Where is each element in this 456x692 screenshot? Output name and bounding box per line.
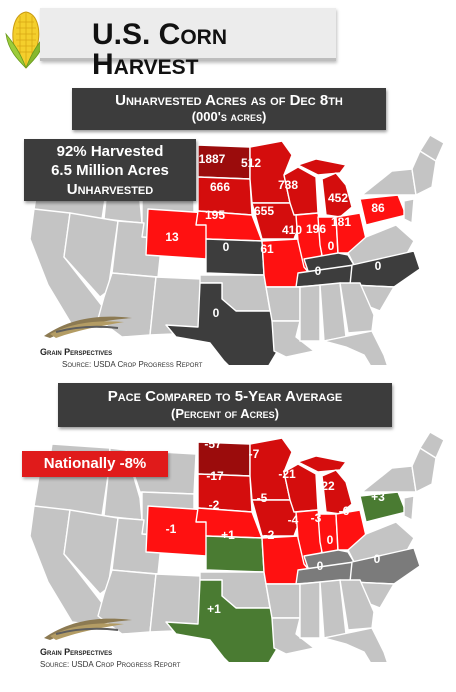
map1-label-mi: 452 xyxy=(328,191,348,205)
map2-state-tx xyxy=(165,579,281,662)
map2-label-ky: 0 xyxy=(327,533,334,547)
map1-label-nc: 0 xyxy=(375,259,382,273)
map2-state-me xyxy=(419,431,445,459)
map2-source: Source: USDA Crop Progress Report xyxy=(40,660,180,669)
map1-state-ne-states xyxy=(411,150,437,196)
map1-state-nj xyxy=(403,198,415,224)
map2-title-box: Pace Compared to 5-Year Average (Percent… xyxy=(58,383,392,427)
map2-label-ia: -5 xyxy=(257,491,268,505)
map1-source-prefix: Source: xyxy=(62,360,94,369)
map1-label-il: 410 xyxy=(282,223,302,237)
map2-label-ne: -2 xyxy=(209,498,220,512)
page-title: U.S. Corn Harvest xyxy=(92,18,228,81)
map2-state-ms xyxy=(299,581,321,639)
map1-state-nv xyxy=(63,212,119,298)
map1-label-wi: 738 xyxy=(278,178,298,192)
map1-state-ga xyxy=(339,282,375,334)
map2-label-in: -3 xyxy=(311,511,322,525)
map2-state-nj xyxy=(403,495,415,521)
map1-title-line2: (000's acres) xyxy=(191,109,267,124)
map2-logo-text: Grain Perspectives xyxy=(40,647,112,657)
map1-state-mi-up xyxy=(297,158,347,176)
map1-label-pa: 86 xyxy=(371,201,385,215)
map1-label-ia: 655 xyxy=(254,204,274,218)
map2-title-line1: Pace Compared to 5-Year Average xyxy=(107,388,343,405)
map1-title-box: Unharvested Acres as of Dec 8th (000's a… xyxy=(72,88,386,130)
map2-label-tx: +1 xyxy=(207,602,221,616)
map1-label-tn: 0 xyxy=(315,264,322,278)
map2-state-ar xyxy=(265,583,301,619)
map2-label-ks: +1 xyxy=(221,528,235,542)
map1-source-text: USDA Crop Progress Report xyxy=(93,360,203,369)
map1-label-ky: 0 xyxy=(328,239,335,253)
map1-state-ms xyxy=(299,284,321,342)
map2-title-line2: (Percent of Acres) xyxy=(171,406,279,421)
map1-label-co: 13 xyxy=(165,230,179,244)
map1-state-mn xyxy=(249,140,293,204)
map1-state-ny xyxy=(361,168,417,196)
map2-state-mi xyxy=(321,469,353,515)
grain-perspectives-logo xyxy=(44,316,132,338)
map2-state-ny xyxy=(361,465,417,493)
map2-label-co: -1 xyxy=(166,522,177,536)
national-pace-badge: Nationally -8% xyxy=(22,451,168,477)
grain-perspectives-logo-2 xyxy=(44,618,132,640)
map2-label-mi: -22 xyxy=(317,479,335,493)
map2-state-nv xyxy=(63,509,119,595)
map1-summary-box: 92% Harvested 6.5 Million Acres Unharves… xyxy=(24,139,196,201)
map2-label-wi: -21 xyxy=(278,467,296,481)
map2-state-nc xyxy=(349,547,421,585)
map1-label-mn: 512 xyxy=(241,156,261,170)
map1-label-oh: 181 xyxy=(331,215,351,229)
map1-state-ks xyxy=(205,238,265,276)
map2-state-ks xyxy=(205,535,265,573)
map1-label-nd: 1887 xyxy=(199,152,226,166)
map2-source-prefix: Source: xyxy=(40,660,72,669)
map2-source-text: USDA Crop Progress Report xyxy=(71,660,181,669)
map2-label-il: -4 xyxy=(288,513,299,527)
map1-label-in: 196 xyxy=(306,222,326,236)
map1-label-sd: 666 xyxy=(210,180,230,194)
map1-logo-label: Grain Perspectives xyxy=(40,347,113,357)
map2-svg: -57 -7 -17 -21 -22 -2 -5 -6 +3 -1 +1 -4 … xyxy=(29,431,445,662)
title-bar: U.S. Corn Harvest xyxy=(40,8,336,80)
map1-source: Source: USDA Crop Progress Report xyxy=(62,360,202,369)
map2-state-mi-up xyxy=(297,455,347,473)
map1-summary-line3: Unharvested xyxy=(66,181,154,198)
map1-state-me xyxy=(419,134,445,162)
map1-state-tx xyxy=(165,282,281,365)
map2-label-sd: -17 xyxy=(206,469,224,483)
map1-state-ar xyxy=(265,286,301,322)
map2-label-nd: -57 xyxy=(204,437,222,451)
map1-label-ne: 195 xyxy=(205,208,225,222)
map2-label-oh: -6 xyxy=(339,504,350,518)
map2-label-pa: +3 xyxy=(371,490,385,504)
map1-label-ks: 0 xyxy=(223,240,230,254)
map2-state-ga xyxy=(339,579,375,631)
map1-title-line1: Unharvested Acres as of Dec 8th xyxy=(115,92,343,109)
map1-summary-line2: 6.5 Million Acres xyxy=(51,162,169,179)
map2-state-ne-states xyxy=(411,447,437,493)
map2-state-fl xyxy=(323,627,389,662)
map2-label-mn: -7 xyxy=(249,447,260,461)
map2-logo-label: Grain Perspectives xyxy=(40,647,113,657)
map1-state-fl xyxy=(323,330,389,365)
map2-label-nc: 0 xyxy=(374,552,381,566)
map1-state-mi xyxy=(321,172,353,218)
map2-label-mo: -2 xyxy=(264,528,275,542)
map1-summary-line1: 92% Harvested xyxy=(56,143,164,160)
map1-label-mo: 61 xyxy=(260,242,274,256)
map2-label-tn: 0 xyxy=(317,559,324,573)
map1-label-tx: 0 xyxy=(213,306,220,320)
map1-state-nc xyxy=(349,250,421,288)
map1-logo-text: Grain Perspectives xyxy=(40,347,112,357)
corn-icon xyxy=(5,11,47,69)
